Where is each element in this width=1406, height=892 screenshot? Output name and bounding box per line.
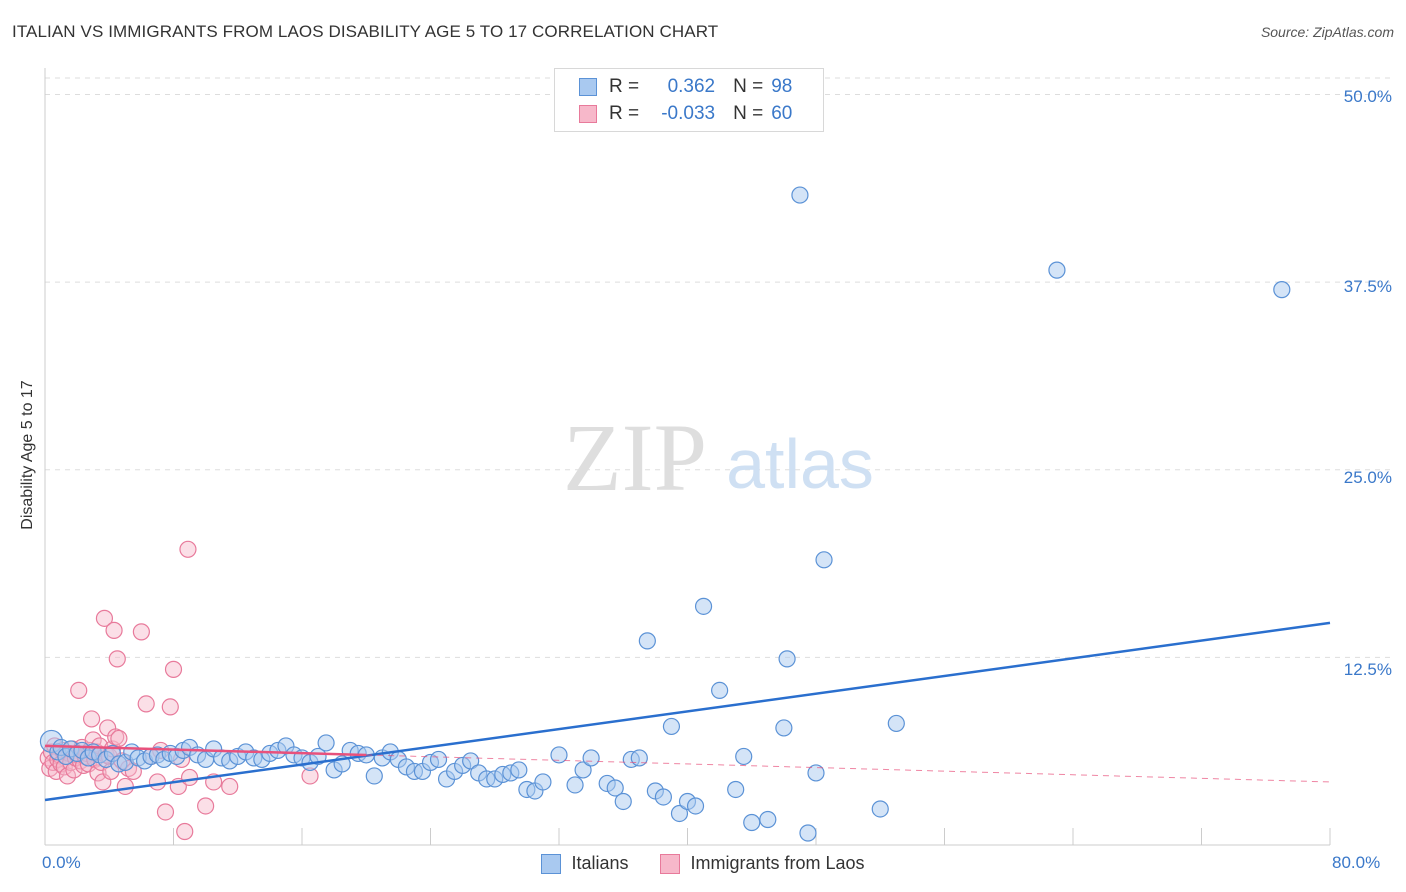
italians-point-87 [735,747,753,766]
laos-point-44 [110,729,128,748]
laos-point-56 [164,660,183,678]
italians-point-84 [694,597,713,615]
legend-row-laos: R = -0.033 N = 60 [579,101,811,127]
italians-point-99 [1273,281,1291,299]
series-legend: Italians Immigrants from Laos [0,853,1406,874]
legend-n-value: 60 [771,103,793,124]
italians-point-98 [1048,261,1066,279]
italians-point-64 [510,761,528,779]
italians-point-95 [815,551,833,569]
italians-point-54 [429,750,448,769]
italians-point-92 [791,186,809,204]
legend-n-label: N = [733,76,764,97]
laos-point-59 [176,822,194,841]
italians-point-40 [317,734,335,752]
watermark-atlas: atlas [726,425,874,503]
laos-point-43 [108,650,126,668]
x-tick-label-min: 0.0% [42,853,81,872]
italians-point-71 [582,749,600,767]
italians-point-89 [759,810,777,829]
series-legend-italians: Italians [541,853,628,874]
series-swatch-italians [541,853,562,874]
italians-point-69 [566,776,584,794]
italians-point-81 [670,804,689,823]
laos-point-61 [180,768,199,787]
italians-point-79 [654,788,673,806]
laos-point-60 [179,540,197,558]
laos-point-35 [95,609,114,627]
laos-point-62 [197,797,215,815]
laos-point-54 [156,803,175,821]
legend-r-label: R = [609,103,640,124]
laos-point-41 [105,621,123,639]
italians-point-93 [799,824,817,842]
italians-point-86 [727,780,745,799]
legend-row-italians: R = 0.362 N = 98 [579,74,811,100]
italians-point-94 [807,764,825,782]
italians-point-83 [686,797,705,815]
series-swatch-laos [660,853,681,874]
series-label-laos: Immigrants from Laos [690,853,865,873]
italians-point-70 [574,761,592,779]
italians-point-91 [778,650,796,668]
laos-point-46 [116,777,134,796]
legend-swatch-italians [579,78,597,96]
legend-r-value: 0.362 [667,76,716,97]
y-tick-label-37-5: 37.5% [1343,277,1392,296]
italians-point-80 [662,717,681,736]
italians-point-74 [614,792,632,811]
laos-point-50 [137,695,155,713]
italians-trend-line [44,621,1331,802]
laos-point-12 [58,767,77,785]
italians-point-46 [365,767,383,785]
y-tick-label-25: 25.0% [1343,468,1392,487]
laos-point-52 [148,773,167,791]
laos-point-64 [221,777,239,796]
chart-title: ITALIAN VS IMMIGRANTS FROM LAOS DISABILI… [12,22,719,41]
legend-r-label: R = [609,76,640,97]
chart-source: Source: ZipAtlas.com [1260,24,1394,40]
laos-point-49 [132,623,150,641]
italians-point-96 [871,800,889,818]
laos-point-27 [82,710,101,728]
italians-point-90 [775,719,793,737]
series-legend-laos: Immigrants from Laos [660,853,865,874]
italians-point-73 [606,779,624,797]
laos-point-31 [89,764,107,782]
italians-point-77 [638,632,656,650]
y-tick-label-50: 50.0% [1343,87,1392,106]
italians-point-97 [887,714,905,733]
laos-trend-line-dashed [366,754,1331,783]
watermark-zip: ZIP [563,404,707,511]
laos-point-19 [70,681,88,700]
legend-swatch-laos [579,105,597,123]
legend-n-label: N = [733,103,764,124]
italians-point-85 [711,681,729,700]
italians-point-76 [630,749,648,767]
italians-point-68 [550,746,568,764]
x-tick-label-max: 80.0% [1332,853,1381,872]
series-label-italians: Italians [571,853,629,873]
laos-trend-line [44,744,367,757]
italians-point-88 [743,813,761,832]
y-tick-label-12-5: 12.5% [1343,660,1392,679]
italians-point-67 [534,773,552,791]
italians-point-58 [462,752,480,770]
laos-point-55 [161,698,179,716]
stats-legend: R = 0.362 N = 98 R = -0.033 N = 60 [554,68,824,132]
legend-n-value: 98 [771,76,793,97]
legend-r-value: -0.033 [661,103,716,124]
